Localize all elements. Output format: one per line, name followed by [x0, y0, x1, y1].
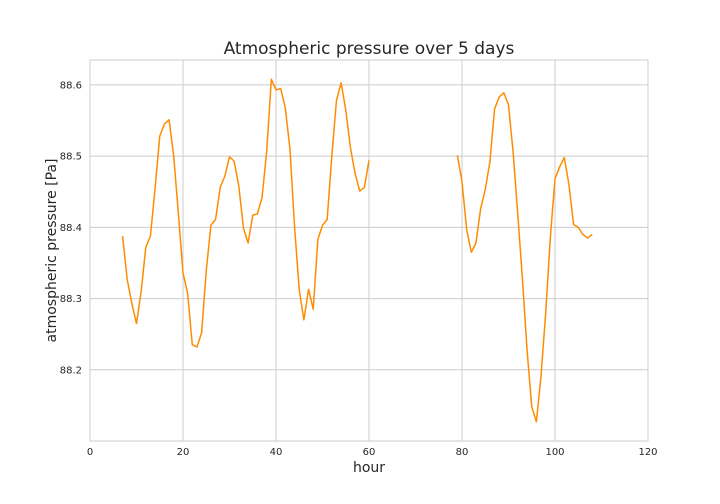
x-tick-label: 120 [638, 447, 657, 458]
x-tick-label: 60 [363, 447, 376, 458]
data-series [121, 78, 593, 423]
y-tick-label: 88.2 [60, 365, 82, 376]
plot-area-border [89, 59, 649, 442]
x-tick-label: 0 [87, 447, 93, 458]
x-tick-label: 80 [456, 447, 469, 458]
chart-title: Atmospheric pressure over 5 days [224, 39, 515, 59]
y-tick-label: 88.6 [60, 80, 82, 91]
x-tick-label: 40 [270, 447, 283, 458]
y-tick-label: 88.4 [60, 223, 82, 234]
y-tick-label: 88.3 [60, 294, 82, 305]
pressure-line-segment [456, 92, 593, 423]
y-axis-label: atmospheric pressure [Pa] [44, 159, 60, 343]
y-tick-labels: 88.2 88.3 88.4 88.5 88.6 [60, 80, 82, 376]
x-tick-label: 20 [177, 447, 190, 458]
x-axis-label: hour [353, 460, 385, 476]
gridlines [89, 60, 649, 441]
x-tick-labels: 0 20 40 60 80 100 120 [87, 447, 658, 458]
pressure-line-segment [121, 78, 370, 348]
y-tick-label: 88.5 [60, 152, 82, 163]
x-tick-label: 100 [545, 447, 564, 458]
